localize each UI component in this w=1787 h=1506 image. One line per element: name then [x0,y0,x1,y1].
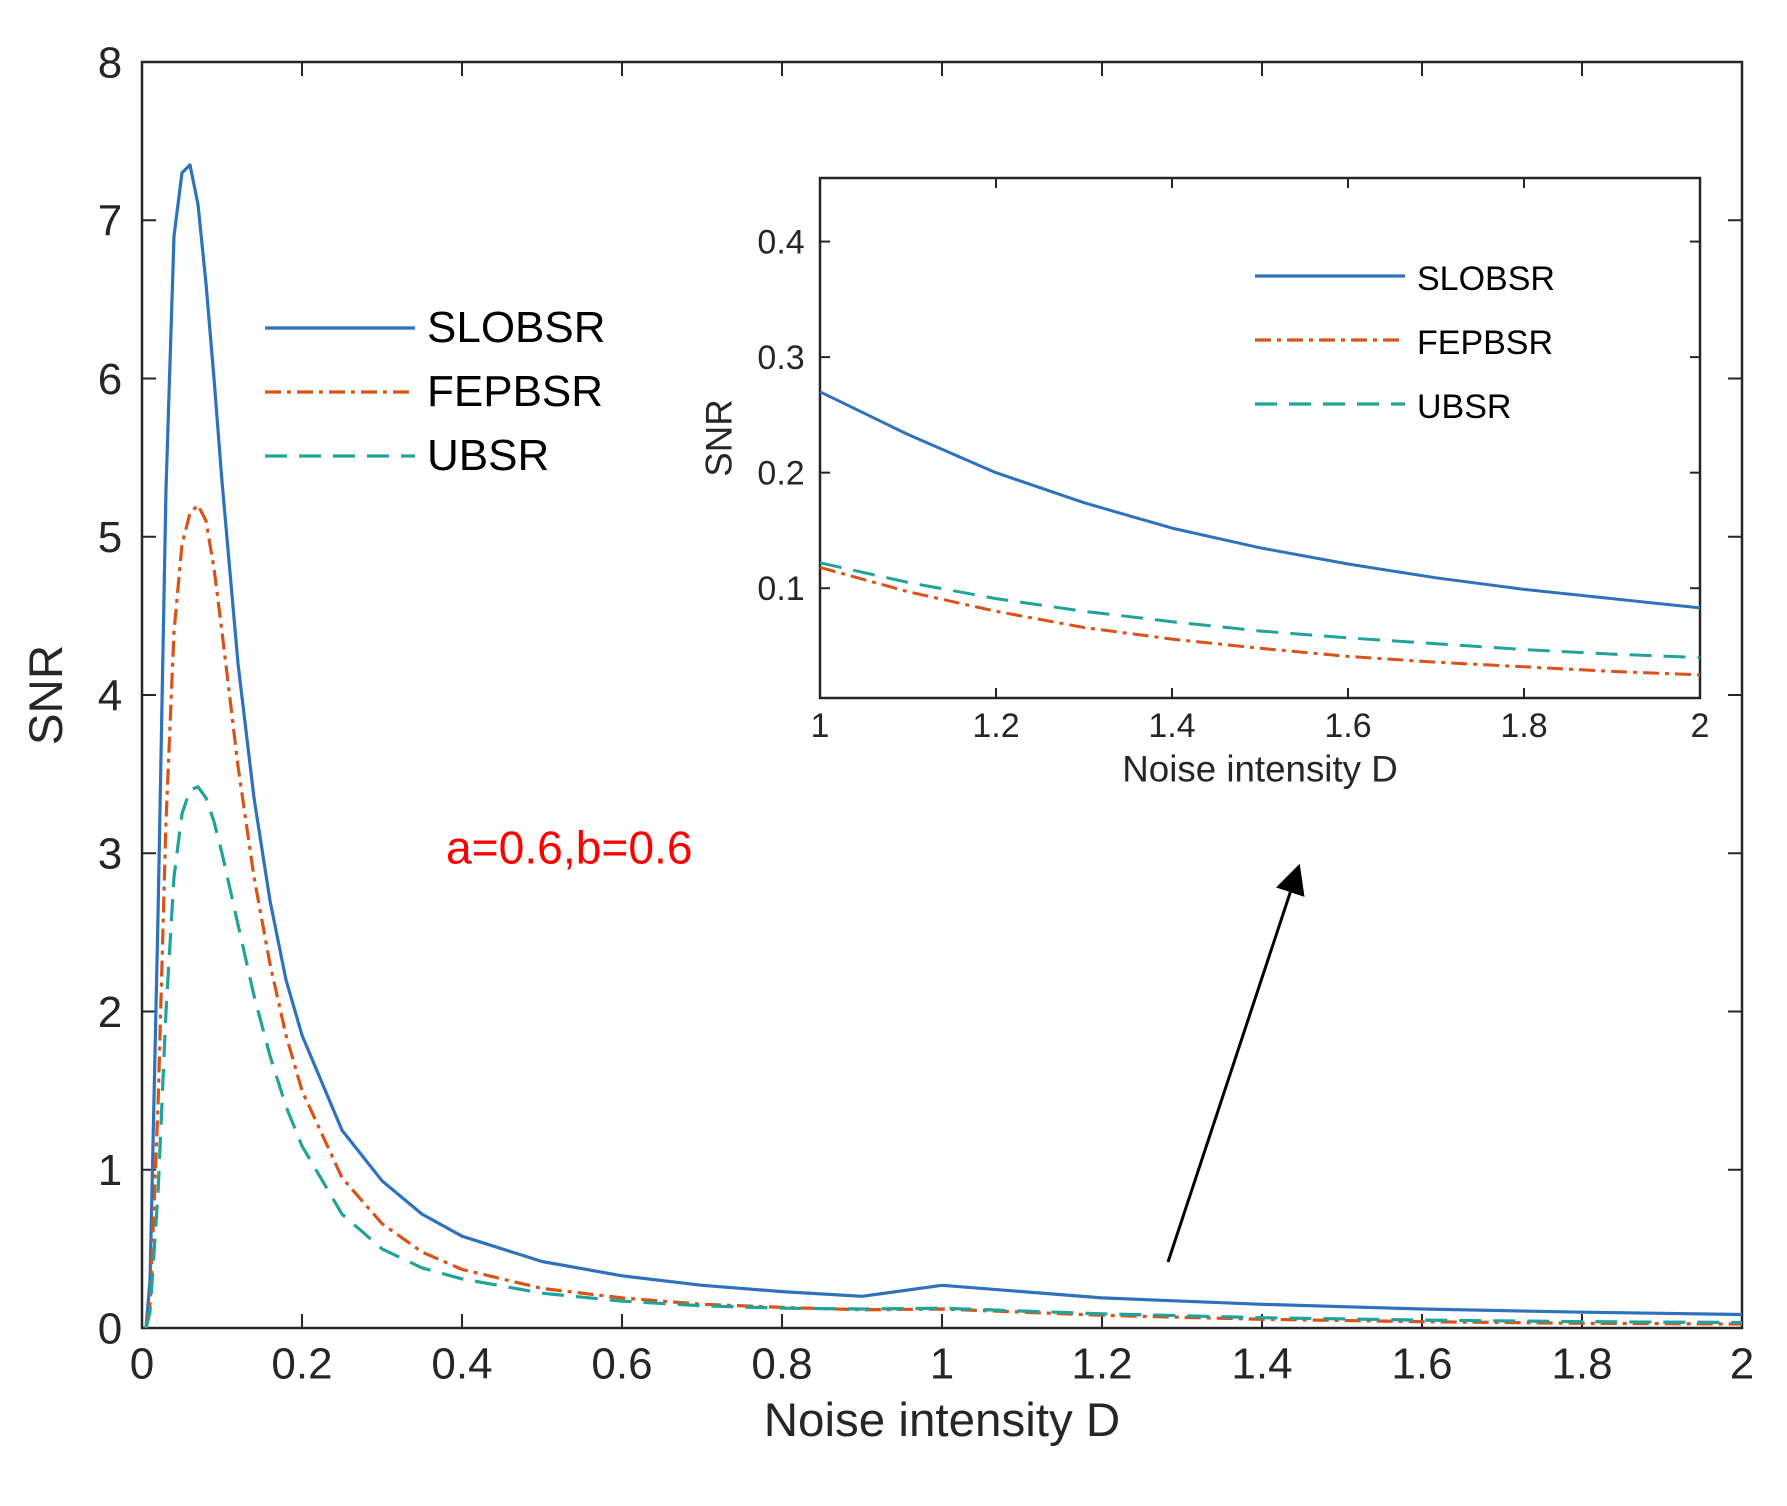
main-x-tick-label: 1.2 [1071,1340,1132,1389]
main-y-tick-label: 5 [98,513,122,562]
inset-y-axis-label: SNR [699,399,740,477]
main-x-tick-label: 1 [930,1340,954,1389]
main-legend-label-slobsr: SLOBSR [427,303,606,352]
inset-y-tick-label: 0.2 [757,455,804,493]
main-x-tick-label: 1.4 [1231,1340,1292,1389]
main-y-tick-label: 6 [98,355,122,404]
main-x-tick-label: 1.8 [1551,1340,1612,1389]
main-series-fepbsr [144,503,1743,1329]
main-y-axis-label: SNR [20,645,73,745]
main-legend-label-fepbsr: FEPBSR [427,367,603,416]
inset-y-tick-label: 0.3 [757,339,804,377]
inset-legend-label-ubsr: UBSR [1417,388,1511,426]
main-y-tick-label: 1 [98,1146,122,1195]
main-x-tick-label: 0.4 [431,1340,492,1389]
main-y-tick-label: 2 [98,988,122,1037]
main-y-tick-label: 7 [98,197,122,246]
main-legend-label-ubsr: UBSR [427,431,549,480]
main-x-axis-label: Noise intensity D [764,1394,1121,1447]
inset-x-tick-label: 1.6 [1324,707,1371,745]
main-y-tick-label: 8 [98,38,122,87]
inset-series-slobsr [819,390,1701,610]
zoom-arrow [1166,863,1305,1263]
inset-plot: 1 1.2 1.4 1.6 1.8 2 0.1 0.2 0.3 0.4 Noise intensit… [699,176,1710,789]
main-x-tick-label: 0 [130,1340,154,1389]
main-series-slobsr [144,163,1743,1329]
main-x-tick-label: 0.2 [271,1340,332,1389]
inset-x-axis-label: Noise intensity D [1122,748,1398,789]
main-x-tick-label: 2 [1730,1340,1754,1389]
main-x-tick-label: 0.8 [751,1340,812,1389]
main-x-tick-label: 1.6 [1391,1340,1452,1389]
inset-x-tick-label: 2 [1691,707,1710,745]
inset-x-tick-label: 1 [811,707,830,745]
inset-plot-frame [818,176,1702,700]
inset-legend-label-slobsr: SLOBSR [1417,260,1555,298]
inset-series-fepbsr [819,565,1701,677]
main-y-tick-label: 3 [98,830,122,879]
inset-x-tick-label: 1.2 [972,707,1019,745]
inset-x-tick-label: 1.4 [1148,707,1195,745]
inset-y-tick-label: 0.4 [757,223,804,261]
main-x-tick-label: 0.6 [591,1340,652,1389]
inset-series-ubsr [819,561,1701,660]
inset-y-tick-label: 0.1 [757,570,804,608]
main-annotation: a=0.6,b=0.6 [446,821,693,873]
inset-legend-label-fepbsr: FEPBSR [1417,324,1553,362]
main-y-tick-label: 0 [98,1304,122,1353]
main-y-tick-label: 4 [98,671,122,720]
main-series-ubsr [144,785,1743,1329]
inset-x-tick-label: 1.8 [1500,707,1547,745]
